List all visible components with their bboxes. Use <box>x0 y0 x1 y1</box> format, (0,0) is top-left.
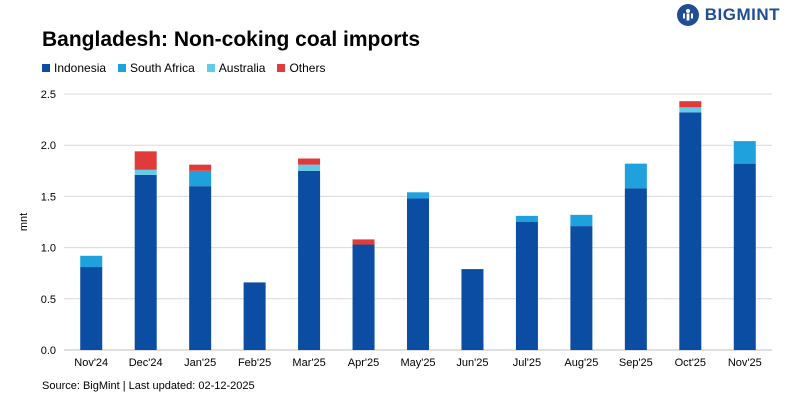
x-tick-label: Nov'24 <box>74 357 108 369</box>
x-tick-label: May'25 <box>400 357 435 369</box>
legend-swatch <box>277 64 286 72</box>
legend-label: Australia <box>218 61 266 75</box>
source-note: Source: BigMint | Last updated: 02-12-20… <box>42 380 255 392</box>
x-tick-label: Sep'25 <box>619 357 653 369</box>
bar-indonesia <box>570 226 593 350</box>
x-tick-label: Aug'25 <box>564 357 598 369</box>
x-tick-label: Jan'25 <box>184 357 216 369</box>
bar-australia <box>679 107 702 113</box>
legend-item-others: Others <box>277 61 325 75</box>
brand-logo: BIGMINT <box>676 4 780 26</box>
y-axis-label: mnt <box>18 213 30 231</box>
x-tick-label: Jun'25 <box>456 357 488 369</box>
legend-swatch <box>118 64 127 72</box>
bar-others <box>298 158 321 165</box>
x-tick-label: Oct'25 <box>675 357 706 369</box>
bar-south-africa <box>733 141 756 164</box>
y-tick-label: 1.5 <box>41 191 56 203</box>
bar-south-africa <box>189 170 212 187</box>
bar-others <box>134 151 157 170</box>
bar-south-africa <box>570 214 593 227</box>
x-tick-label: Jul'25 <box>513 357 541 369</box>
x-tick-label: Nov'25 <box>728 357 762 369</box>
bar-indonesia <box>352 244 375 350</box>
bar-australia <box>134 169 157 175</box>
bar-indonesia <box>189 186 212 350</box>
legend-label: Indonesia <box>54 61 107 75</box>
chart-title: Bangladesh: Non-coking coal imports <box>42 28 421 51</box>
bar-south-africa <box>624 163 647 189</box>
bar-indonesia <box>80 267 103 350</box>
bar-south-africa <box>80 255 103 268</box>
bar-south-africa <box>515 215 538 222</box>
bar-indonesia <box>407 198 429 350</box>
legend-item-australia: Australia <box>206 61 266 75</box>
legend-label: Others <box>289 61 326 75</box>
bar-indonesia <box>298 170 321 350</box>
y-tick-label: 0.5 <box>41 294 56 306</box>
legend-item-indonesia: Indonesia <box>42 61 106 75</box>
x-tick-label: Mar'25 <box>292 357 325 369</box>
y-tick-label: 2.5 <box>41 89 56 101</box>
legend-label: South Africa <box>130 61 195 75</box>
bar-indonesia <box>243 282 266 350</box>
x-tick-label: Apr'25 <box>348 357 379 369</box>
bar-australia <box>298 164 321 171</box>
bar-south-africa <box>407 192 429 199</box>
legend-item-south-africa: South Africa <box>118 61 195 75</box>
bigmint-logo-icon <box>676 4 699 26</box>
bar-others <box>352 239 375 245</box>
y-tick-label: 0.0 <box>41 345 56 357</box>
bar-indonesia <box>624 188 647 350</box>
bar-indonesia <box>679 112 702 350</box>
bar-indonesia <box>733 163 756 350</box>
legend-swatch <box>42 64 50 72</box>
y-tick-label: 2.0 <box>41 140 56 152</box>
legend-swatch <box>206 64 215 72</box>
bar-indonesia <box>515 222 538 350</box>
bar-others <box>189 164 212 171</box>
bar-indonesia <box>134 174 157 350</box>
bar-indonesia <box>461 269 484 350</box>
brand-name: BIGMINT <box>704 5 780 24</box>
bar-others <box>679 101 702 108</box>
x-tick-label: Dec'24 <box>129 357 163 369</box>
chart-legend: Indonesia South Africa Australia Others <box>42 61 325 75</box>
x-tick-label: Feb'25 <box>238 357 271 369</box>
y-tick-label: 1.0 <box>41 243 56 255</box>
